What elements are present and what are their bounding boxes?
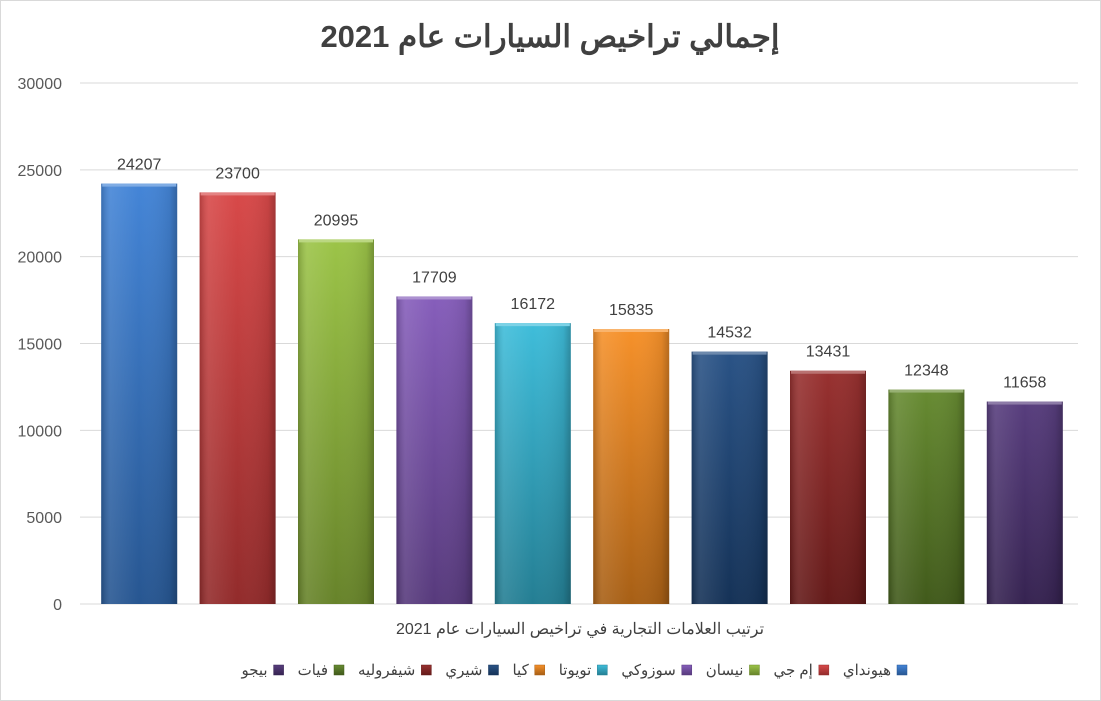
- bar-top-highlight: [987, 401, 1062, 405]
- data-label: 15835: [609, 302, 654, 319]
- legend-label: بيجو: [240, 662, 267, 679]
- y-tick-label: 30000: [18, 76, 63, 93]
- bar: [593, 328, 670, 604]
- bar-top-highlight: [791, 370, 865, 374]
- legend-marker: [681, 664, 693, 676]
- bar-top-highlight: [397, 296, 472, 300]
- bar: [199, 192, 276, 604]
- bar-top-highlight: [299, 239, 373, 243]
- bar: [986, 401, 1063, 604]
- bar-top-highlight: [200, 192, 275, 196]
- bar-top-highlight: [495, 323, 570, 327]
- y-tick-label: 25000: [18, 163, 63, 180]
- legend-label: تويوتا: [559, 662, 592, 679]
- data-label: 24207: [117, 157, 162, 174]
- data-label: 17709: [412, 269, 457, 286]
- legend-marker: [749, 664, 760, 676]
- bar: [494, 323, 571, 604]
- x-axis-label: ترتيب العلامات التجارية في تراخيص السيار…: [396, 621, 764, 638]
- legend-label: كيا: [512, 662, 529, 679]
- bars: [101, 183, 1063, 604]
- bar-top-highlight: [102, 183, 177, 187]
- legend-label: شيفروليه: [358, 662, 415, 679]
- legend-marker: [818, 664, 830, 676]
- bar-top-highlight: [889, 389, 964, 393]
- bar-shading: [396, 296, 473, 604]
- data-label: 12348: [904, 363, 949, 380]
- legend-marker: [273, 664, 284, 676]
- legend-label: شيري: [445, 662, 482, 679]
- bar: [396, 296, 473, 604]
- y-axis-ticks: 0 5000 10000 15000 20000 25000 30000: [18, 76, 63, 614]
- data-label: 13431: [806, 344, 851, 361]
- bar-shading: [790, 370, 866, 604]
- y-tick-label: 10000: [18, 423, 63, 440]
- legend-label: هيونداي: [843, 662, 891, 679]
- bar-shading: [593, 328, 670, 604]
- legend: هيونداي إم جي نيسان سوزوكي تويوتا كيا شيري شيفر…: [240, 662, 908, 679]
- legend-marker: [421, 664, 432, 676]
- legend-label: إم جي: [773, 662, 812, 679]
- bar-shading: [494, 323, 571, 604]
- y-tick-label: 5000: [26, 510, 62, 527]
- bar-shading: [298, 239, 374, 604]
- bar-shading: [888, 389, 965, 604]
- data-label: 16172: [511, 296, 556, 313]
- bar: [691, 351, 768, 604]
- legend-label: فيات: [298, 662, 328, 679]
- bar: [101, 183, 178, 604]
- legend-marker: [333, 664, 345, 676]
- legend-label: نيسان: [706, 662, 744, 679]
- bar-shading: [986, 401, 1063, 604]
- legend-marker: [896, 664, 908, 676]
- bar-shading: [101, 183, 178, 604]
- y-tick-label: 15000: [18, 337, 63, 354]
- y-tick-label: 0: [53, 597, 62, 614]
- bar-top-highlight: [692, 351, 767, 355]
- data-labels: 24207 23700 20995 17709 16172 15835 14532 13431…: [117, 157, 1047, 392]
- bar: [888, 389, 965, 604]
- bar-top-highlight: [594, 328, 669, 332]
- y-tick-label: 20000: [18, 250, 63, 267]
- legend-marker: [488, 664, 499, 676]
- bar: [298, 239, 374, 604]
- legend-marker: [597, 664, 608, 676]
- legend-marker: [534, 664, 545, 676]
- legend-label: سوزوكي: [621, 662, 675, 679]
- data-label: 11658: [1003, 375, 1046, 392]
- bar-shading: [691, 351, 768, 604]
- chart-title: إجمالي تراخيص السيارات عام 2021: [320, 19, 779, 56]
- data-label: 14532: [707, 325, 752, 342]
- bar: [790, 370, 866, 604]
- data-label: 23700: [215, 165, 260, 182]
- data-label: 20995: [314, 212, 359, 229]
- bar-shading: [199, 192, 276, 604]
